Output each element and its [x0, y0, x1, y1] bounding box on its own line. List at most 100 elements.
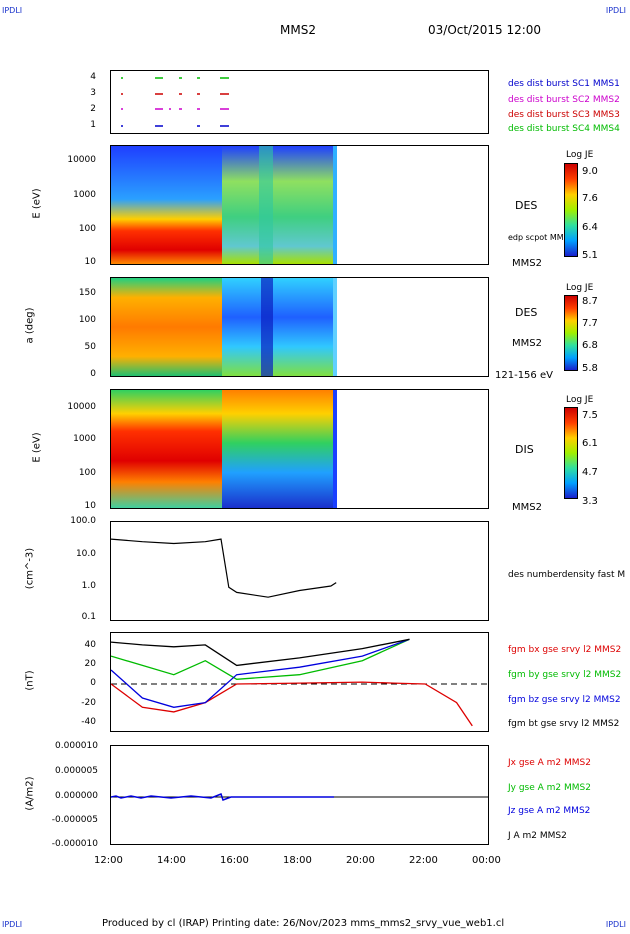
des-energy-ytick: 10000	[67, 155, 96, 165]
dis-energy-ylabel: E (eV)	[31, 432, 43, 463]
corner-label-top-right: IPDLI	[605, 6, 626, 15]
density-plot	[111, 538, 337, 598]
density-ytick: 0.1	[81, 612, 96, 622]
des-pitch-region-1	[111, 278, 222, 376]
des-energy-ytick: 1000	[73, 190, 96, 200]
bfield-label-bt: fgm bt gse srvy l2 MMS2	[508, 719, 620, 729]
density-label: des numberdensity fast M	[508, 570, 626, 580]
des-pitch-region-2	[222, 278, 334, 376]
des-pitch-ytick: 0	[90, 369, 96, 379]
dis-energy-ytick: 100	[78, 468, 96, 478]
dis-energy-ytick: 1000	[73, 434, 96, 444]
bfield-ytick: 20	[84, 659, 96, 669]
des-energy-cbar-tick: 7.6	[582, 193, 598, 204]
current-ytick: 0.000005	[55, 766, 98, 776]
des-pitch-streak	[261, 278, 273, 376]
bfield-series-line	[111, 638, 410, 667]
dis-energy-spectrogram	[111, 390, 337, 508]
current-label-j: J A m2 MMS2	[508, 831, 567, 841]
bfield-ytick: -40	[81, 717, 96, 727]
bfield-series-line	[111, 681, 473, 727]
density-ytick: 10.0	[75, 549, 96, 559]
des-pitch-cbar-tick: 5.8	[582, 363, 598, 374]
des-energy-side-label: DES	[515, 199, 538, 212]
dis-energy-region-1	[111, 390, 222, 508]
x-tick: 12:00	[94, 855, 123, 866]
corner-label-top-left: IPDLI	[2, 6, 23, 15]
bfield-label-bx: fgm bx gse srvy l2 MMS2	[508, 645, 622, 655]
density-ytick: 100.0	[70, 516, 96, 526]
des-pitch-ylabel: a (deg)	[24, 307, 36, 344]
burst-label-mms4: des dist burst SC4 MMS4	[508, 124, 620, 134]
bfield-ylabel: (nT)	[24, 670, 36, 691]
des-pitch-side-label-2: MMS2	[512, 338, 542, 349]
des-energy-panel	[110, 145, 489, 265]
des-energy-edge	[333, 146, 337, 264]
x-tick: 18:00	[283, 855, 312, 866]
density-ylabel: (cm^-3)	[24, 547, 36, 590]
des-pitch-side-label: DES	[515, 306, 538, 319]
des-energy-cbar-title: Log JE	[566, 150, 594, 160]
bfield-series-line	[111, 638, 410, 680]
des-energy-cbar-tick: 5.1	[582, 250, 598, 261]
x-tick: 22:00	[409, 855, 438, 866]
density-panel	[110, 521, 489, 621]
dis-energy-cbar-tick: 3.3	[582, 496, 598, 507]
burst-ytick: 1	[90, 120, 96, 130]
bfield-label-bz: fgm bz gse srvy l2 MMS2	[508, 695, 621, 705]
burst-ytick: 2	[90, 104, 96, 114]
des-pitch-cbar-tick: 7.7	[582, 318, 598, 329]
corner-label-bottom-right: IPDLI	[605, 920, 626, 929]
current-label-jy: Jy gse A m2 MMS2	[508, 783, 591, 793]
current-plot	[111, 793, 488, 801]
dis-energy-ytick: 10	[84, 501, 96, 511]
dis-energy-panel	[110, 389, 489, 509]
x-tick: 20:00	[346, 855, 375, 866]
x-tick: 16:00	[220, 855, 249, 866]
dis-energy-cbar-tick: 4.7	[582, 467, 598, 478]
des-energy-ytick: 10	[84, 257, 96, 267]
des-energy-region-2	[222, 146, 334, 264]
corner-label-bottom-left: IPDLI	[2, 920, 23, 929]
burst-label-mms2: des dist burst SC2 MMS2	[508, 95, 620, 105]
bfield-plot	[111, 638, 488, 727]
dis-energy-region-2	[222, 390, 334, 508]
burst-ytick: 3	[90, 88, 96, 98]
current-ytick: -0.000010	[51, 839, 98, 849]
des-energy-cbar-tick: 9.0	[582, 166, 598, 177]
des-energy-ytick: 100	[78, 224, 96, 234]
dis-energy-cbar-tick: 6.1	[582, 438, 598, 449]
header-title: MMS2	[280, 23, 316, 37]
current-label-jx: Jx gse A m2 MMS2	[508, 758, 591, 768]
bfield-ytick: 40	[84, 640, 96, 650]
current-trace	[111, 793, 334, 801]
dis-energy-ytick: 10000	[67, 402, 96, 412]
des-energy-spectrogram	[111, 146, 337, 264]
des-energy-cbar-tick: 6.4	[582, 222, 598, 233]
burst-label-mms1: des dist burst SC1 MMS1	[508, 79, 620, 89]
density-ytick: 1.0	[81, 581, 96, 591]
des-pitch-ytick: 100	[78, 315, 96, 325]
des-energy-region-1	[111, 146, 222, 264]
des-pitch-ytick: 150	[78, 288, 96, 298]
x-tick: 14:00	[157, 855, 186, 866]
current-ytick: 0.000010	[55, 741, 98, 751]
des-energy-streak	[259, 146, 273, 264]
des-pitch-panel	[110, 277, 489, 377]
bfield-label-by: fgm by gse srvy l2 MMS2	[508, 670, 622, 680]
dis-energy-bottom-label: MMS2	[512, 502, 542, 513]
bfield-panel	[110, 632, 489, 732]
dis-energy-cbar-tick: 7.5	[582, 410, 598, 421]
des-pitch-cbar-tick: 8.7	[582, 296, 598, 307]
des-pitch-ytick: 50	[84, 342, 96, 352]
des-pitch-cbar-tick: 6.8	[582, 340, 598, 351]
bfield-ytick: -20	[81, 698, 96, 708]
bfield-ytick: 0	[90, 678, 96, 688]
burst-panel	[110, 70, 489, 134]
current-ylabel: (A/m2)	[24, 776, 36, 811]
bfield-series-line	[111, 638, 410, 708]
dis-energy-cbar-title: Log JE	[566, 395, 594, 405]
burst-label-mms3: des dist burst SC3 MMS3	[508, 110, 620, 120]
des-pitch-colorbar	[564, 295, 578, 371]
density-series-line	[111, 538, 337, 598]
